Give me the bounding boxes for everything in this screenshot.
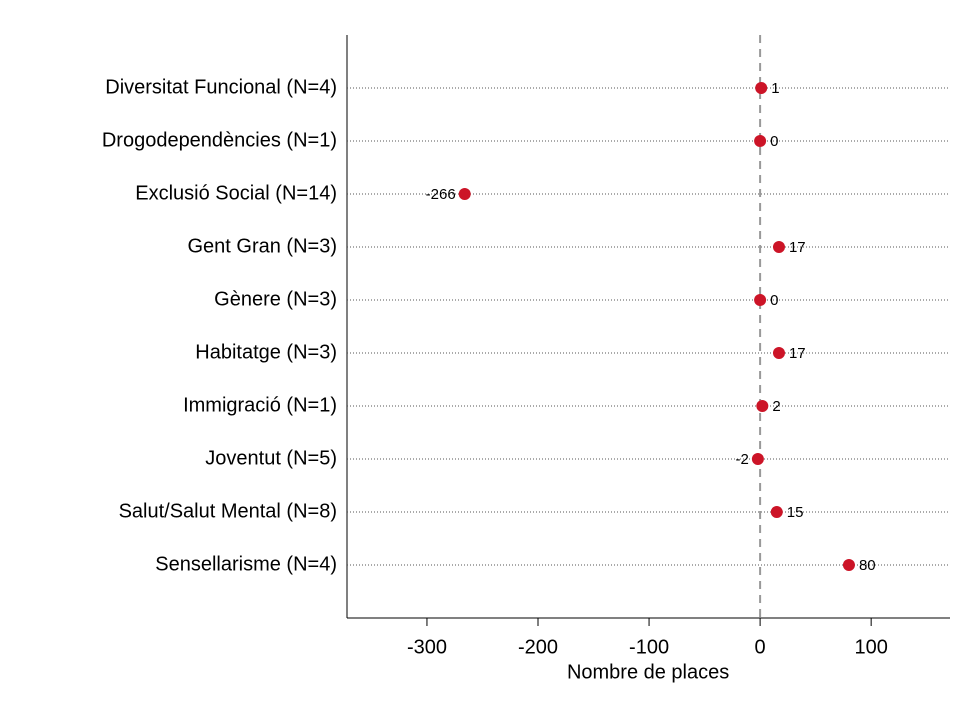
x-tick-label: 0: [755, 636, 766, 658]
category-label: Salut/Salut Mental (N=8): [119, 500, 337, 522]
dot: [755, 82, 768, 94]
dot: [772, 347, 785, 359]
dot: [754, 135, 767, 147]
value-label: 1: [771, 80, 779, 97]
category-label: Drogodependències (N=1): [102, 129, 337, 151]
x-axis-label: Nombre de places: [567, 661, 729, 683]
value-label: 17: [789, 239, 806, 256]
value-label: -266: [426, 186, 456, 203]
value-label: -2: [736, 451, 749, 468]
category-label: Sensellarisme (N=4): [155, 553, 337, 575]
dot: [754, 294, 767, 306]
category-label: Joventut (N=5): [205, 447, 337, 469]
x-tick-label: -300: [407, 636, 447, 658]
dot: [772, 241, 785, 253]
category-label: Habitatge (N=3): [195, 341, 337, 363]
x-tick-label: 100: [854, 636, 887, 658]
dot: [751, 453, 764, 465]
x-tick-label: -100: [629, 636, 669, 658]
dot: [458, 188, 471, 200]
value-label: 17: [789, 345, 806, 362]
category-label: Gènere (N=3): [214, 288, 337, 310]
value-label: 2: [772, 398, 780, 415]
category-label: Gent Gran (N=3): [187, 235, 337, 257]
value-label: 0: [770, 292, 778, 309]
value-label: 80: [859, 557, 876, 574]
x-tick-label: -200: [518, 636, 558, 658]
dot: [842, 559, 855, 571]
category-label: Immigració (N=1): [183, 394, 337, 416]
dot: [756, 400, 769, 412]
category-label: Diversitat Funcional (N=4): [105, 76, 337, 98]
dot: [770, 506, 783, 518]
value-label: 15: [787, 504, 804, 521]
value-label: 0: [770, 133, 778, 150]
category-label: Exclusió Social (N=14): [135, 182, 337, 204]
